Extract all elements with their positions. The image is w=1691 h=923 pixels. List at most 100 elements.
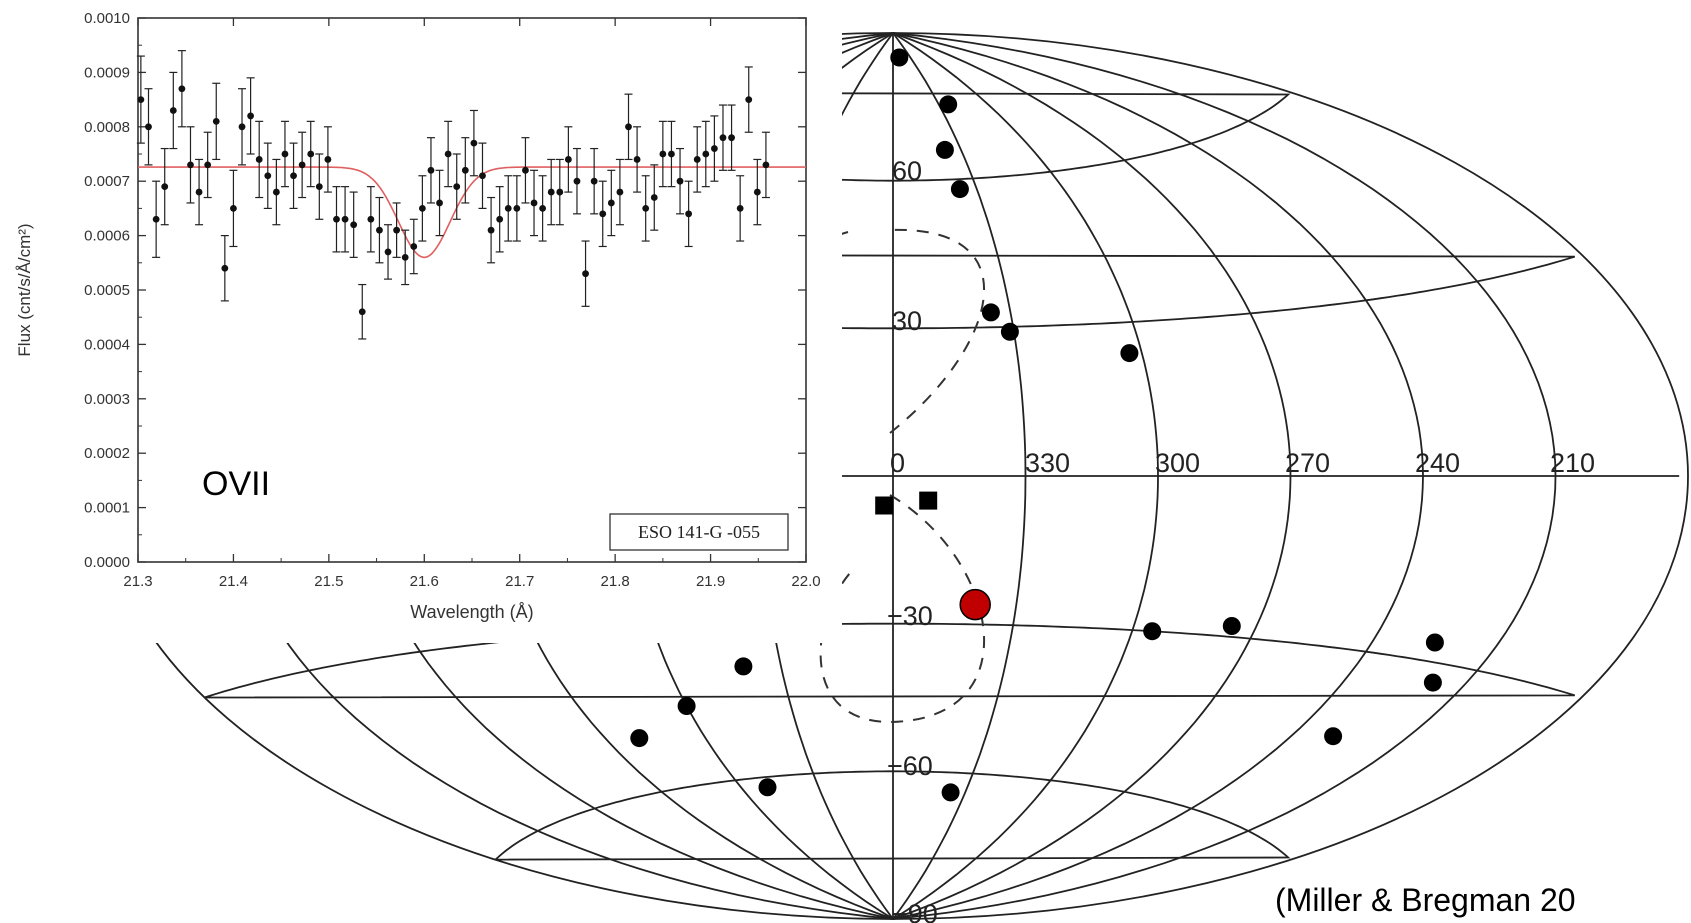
lat-label: 60	[892, 156, 922, 186]
data-point	[161, 183, 169, 191]
data-point	[315, 183, 323, 191]
sky-point	[734, 657, 753, 676]
sky-point	[981, 303, 1000, 322]
lon-label: 300	[1155, 448, 1200, 478]
data-point	[470, 139, 478, 147]
data-point	[719, 134, 727, 142]
y-tick-label: 0.0004	[84, 336, 130, 353]
data-point	[633, 156, 641, 163]
data-point	[401, 253, 409, 261]
data-point	[195, 188, 203, 196]
parallel-line	[204, 622, 1576, 699]
data-point	[736, 205, 744, 212]
data-point	[264, 172, 272, 180]
y-tick-label: 0.0000	[84, 554, 130, 571]
sky-point	[950, 180, 969, 199]
sky-point	[1000, 322, 1019, 341]
legend-box	[609, 513, 789, 551]
data-point	[728, 134, 735, 142]
data-point	[281, 150, 289, 158]
data-point	[137, 96, 145, 103]
data-point	[547, 188, 555, 196]
x-tick-label: 21.3	[123, 573, 152, 590]
x-tick-label: 21.6	[410, 573, 439, 590]
data-point	[204, 161, 212, 169]
data-point	[504, 205, 512, 212]
sky-square	[875, 496, 894, 515]
data-point	[599, 210, 607, 218]
highlighted-target	[959, 588, 991, 621]
data-point	[496, 215, 504, 223]
data-point	[607, 199, 615, 207]
data-point	[212, 117, 220, 125]
sky-point	[1222, 617, 1241, 635]
sky-point	[1425, 633, 1444, 652]
parallel-line	[494, 770, 1291, 861]
data-point	[384, 248, 392, 256]
y-tick-label: 0.0003	[84, 391, 130, 408]
data-point	[221, 264, 229, 272]
legend-box-label: ESO 141-G -055	[638, 522, 760, 542]
data-point	[642, 205, 650, 212]
data-point	[556, 188, 564, 196]
data-point	[668, 150, 675, 158]
data-point	[427, 166, 435, 174]
sky-point	[1143, 622, 1162, 641]
y-tick-label: 0.0002	[84, 445, 130, 462]
sky-point	[1423, 673, 1442, 692]
data-point	[513, 205, 521, 212]
data-point	[539, 205, 547, 212]
lat-label: −90	[892, 899, 938, 923]
data-point	[444, 150, 452, 158]
lat-label: −30	[887, 601, 933, 631]
lon-label: 330	[1025, 448, 1070, 478]
data-point	[487, 226, 495, 234]
x-tick-label: 22.0	[791, 573, 820, 590]
data-point	[582, 270, 589, 278]
data-point	[341, 215, 349, 223]
y-tick-label: 0.0008	[84, 119, 130, 136]
data-point	[324, 156, 332, 163]
data-point	[230, 205, 237, 212]
data-point	[178, 85, 186, 93]
data-point	[710, 145, 718, 152]
x-axis-label: Wavelength (Å)	[410, 602, 533, 622]
data-point	[522, 166, 529, 174]
x-tick-label: 21.4	[219, 573, 248, 590]
y-tick-label: 0.0006	[84, 228, 130, 245]
lat-label: 30	[892, 306, 922, 336]
data-point	[573, 177, 581, 185]
sky-point	[941, 783, 960, 802]
data-point	[169, 107, 177, 114]
data-point	[418, 205, 426, 212]
y-tick-label: 0.0001	[84, 500, 130, 517]
data-point	[590, 177, 598, 185]
sky-point	[935, 140, 954, 159]
data-point	[350, 221, 358, 229]
data-point	[152, 215, 160, 223]
x-tick-label: 21.9	[696, 573, 725, 590]
data-point	[255, 156, 263, 163]
data-point	[247, 112, 255, 120]
lat-label: −60	[887, 751, 933, 781]
data-point	[145, 123, 152, 131]
data-point	[753, 188, 761, 196]
data-point	[745, 96, 753, 103]
data-point	[453, 183, 461, 191]
x-tick-label: 21.7	[505, 573, 534, 590]
data-point	[659, 150, 667, 158]
data-point	[187, 161, 194, 169]
data-point	[564, 156, 572, 163]
data-point	[410, 243, 418, 250]
data-point	[676, 177, 684, 185]
data-point	[436, 199, 443, 207]
data-point	[650, 194, 658, 201]
lon-label: 0	[890, 448, 905, 478]
sky-square	[919, 491, 938, 510]
sky-point	[630, 729, 649, 748]
sky-point	[758, 778, 777, 797]
citation-text: (Miller & Bregman 20	[1275, 882, 1576, 918]
y-tick-label: 0.0005	[84, 282, 130, 299]
